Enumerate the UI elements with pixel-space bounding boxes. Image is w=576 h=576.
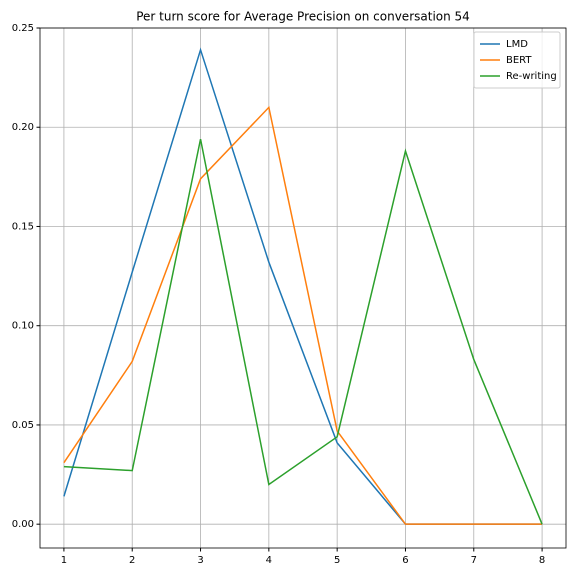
x-tick-label: 8 (539, 555, 545, 566)
line-series (63, 105, 543, 525)
legend-label: Re-writing (506, 71, 557, 82)
x-tick-label: 1 (61, 555, 67, 566)
y-tick-label: 0.05 (12, 420, 34, 431)
legend-label: BERT (506, 55, 532, 66)
y-tick-label: 0.00 (12, 519, 34, 530)
y-tick-label: 0.10 (12, 321, 34, 332)
chart-title: Per turn score for Average Precision on … (136, 10, 470, 24)
x-tick-label: 6 (402, 555, 408, 566)
legend-box (473, 31, 561, 89)
x-tick-label: 7 (471, 555, 477, 566)
y-tick-label: 0.20 (12, 122, 34, 133)
line-series (63, 138, 543, 525)
x-tick-label: 3 (197, 555, 203, 566)
x-tick-label: 4 (266, 555, 272, 566)
x-tick-label: 5 (334, 555, 340, 566)
legend-label: LMD (506, 39, 528, 50)
y-tick-label: 0.25 (12, 23, 34, 34)
x-tick-label: 2 (129, 555, 135, 566)
plot-frame (39, 27, 567, 549)
y-tick-label: 0.15 (12, 221, 34, 232)
